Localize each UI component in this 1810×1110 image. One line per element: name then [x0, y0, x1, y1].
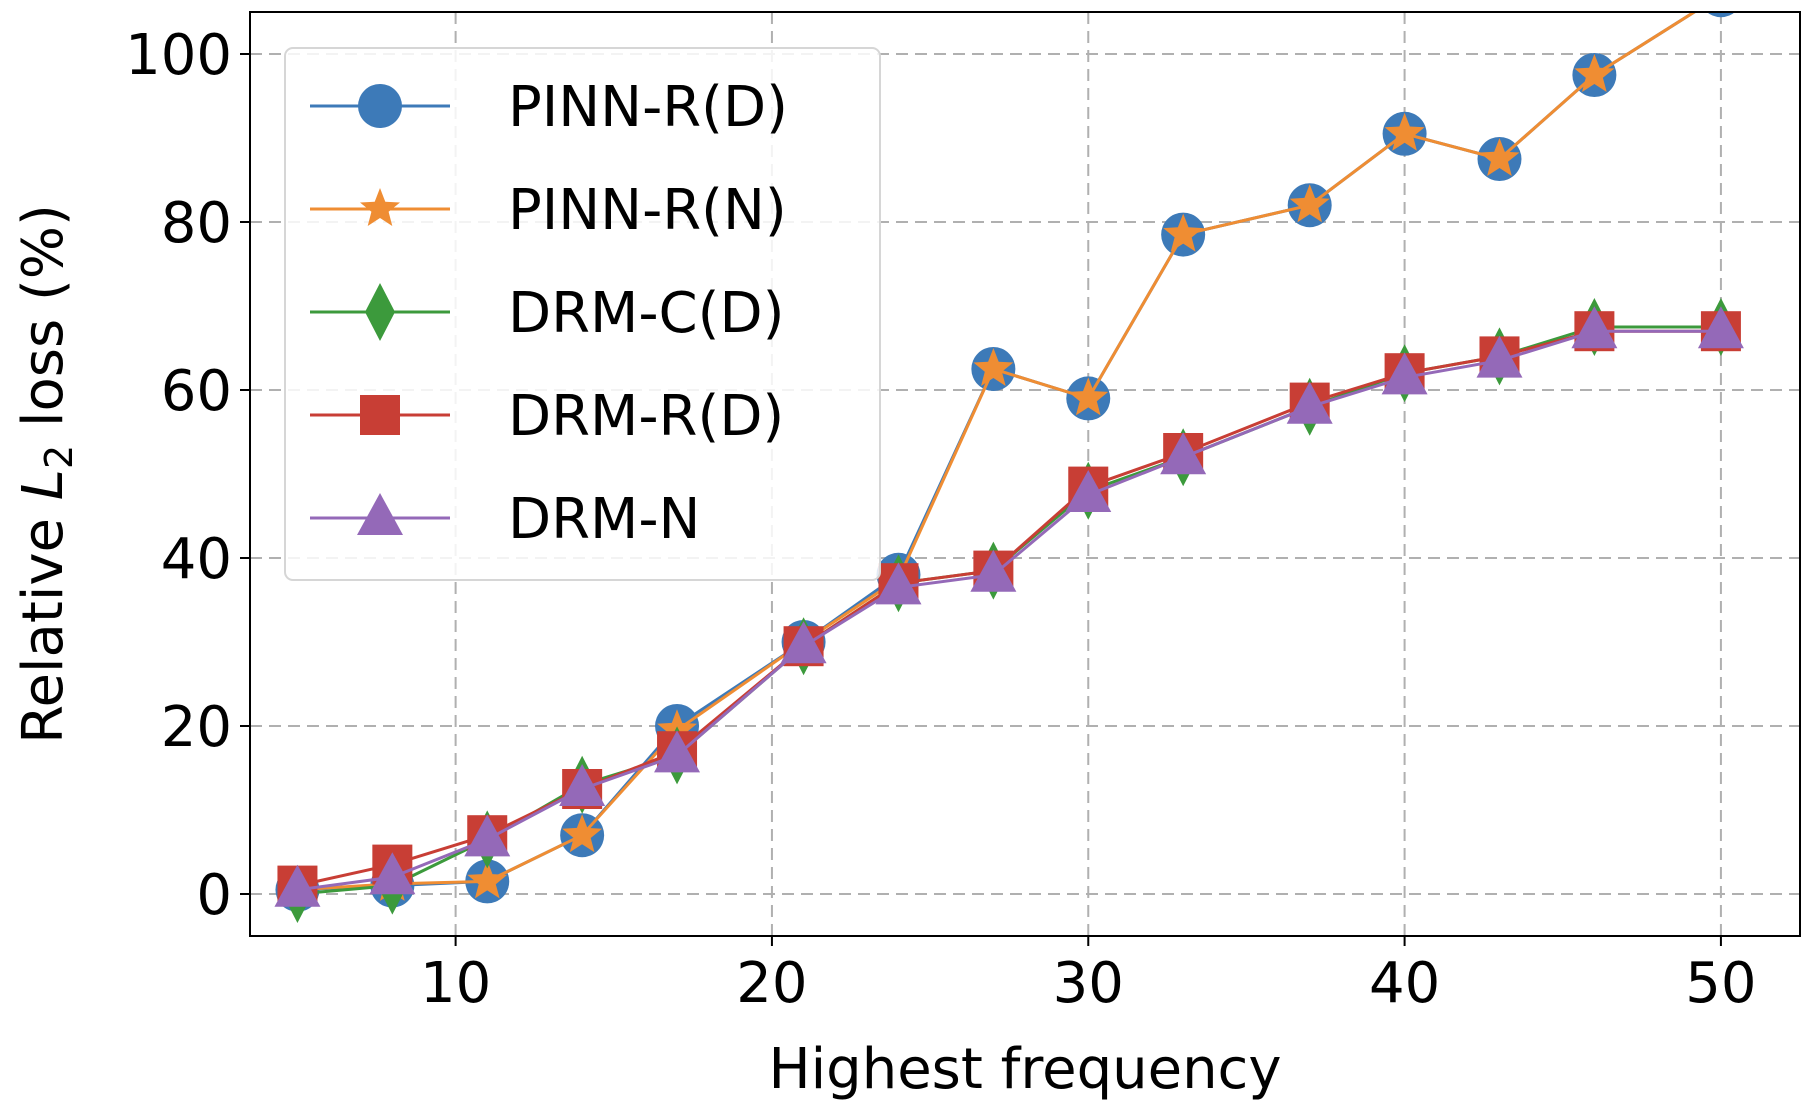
legend-entry: DRM-R(D) [310, 384, 784, 449]
data-point [274, 864, 321, 907]
legend-label: DRM-C(D) [508, 281, 784, 346]
data-point [970, 549, 1017, 592]
data-point [1381, 352, 1428, 395]
y-axis: 0 20 40 60 80 100 [125, 23, 250, 928]
y-tick-label: 100 [125, 23, 232, 88]
data-point [780, 621, 827, 664]
x-tick-label: 10 [420, 951, 491, 1016]
x-axis: 10 20 30 40 50 [420, 936, 1757, 1016]
data-point [1068, 377, 1109, 416]
data-point [464, 814, 511, 857]
plot-frame [249, 11, 1801, 937]
y-axis-label: Relative L2 loss (%) [11, 204, 81, 744]
y-tick-label: 80 [161, 191, 232, 256]
x-tick-label: 40 [1369, 951, 1440, 1016]
data-point [1476, 335, 1523, 378]
data-point [467, 860, 508, 899]
data-point [562, 814, 603, 853]
data-point [875, 562, 922, 605]
legend-label: PINN-R(D) [508, 75, 788, 140]
data-point [654, 730, 701, 773]
data-point [1160, 432, 1207, 475]
legend-label: PINN-R(N) [508, 178, 787, 243]
data-point [1289, 184, 1330, 223]
y-tick-label: 60 [161, 359, 232, 424]
data-point [1286, 381, 1333, 424]
data-point [1574, 54, 1615, 92]
x-tick-label: 30 [1053, 951, 1124, 1016]
y-tick-label: 20 [161, 695, 232, 760]
series-layer [274, 12, 1744, 923]
legend: PINN-R(D) PINN-R(N) DRM-C(D) DRM-R(D) DRM-N [284, 47, 881, 581]
x-tick-label: 50 [1685, 951, 1756, 1016]
legend-marker [365, 283, 395, 341]
data-point [1571, 306, 1618, 349]
data-point [973, 348, 1014, 386]
x-axis-label: Highest frequency [769, 1037, 1282, 1102]
legend-marker [360, 188, 400, 226]
data-point [1479, 138, 1520, 176]
data-point [559, 764, 606, 806]
data-point [1697, 306, 1744, 349]
data-point [1706, 12, 1736, 18]
legend-marker [357, 493, 403, 535]
y-tick-label: 0 [196, 863, 232, 928]
x-tick-label: 20 [736, 951, 807, 1016]
legend-entry: DRM-N [310, 487, 700, 552]
legend-entry: PINN-R(D) [310, 75, 788, 140]
legend-marker [360, 395, 400, 435]
data-point [369, 852, 416, 895]
data-point [1065, 470, 1112, 512]
legend-entry: DRM-C(D) [310, 281, 784, 346]
legend-entry: PINN-R(N) [310, 178, 787, 243]
legend-label: DRM-N [508, 487, 700, 552]
legend-label: DRM-R(D) [508, 384, 784, 449]
series-DRM-N [274, 306, 1744, 907]
legend-box [284, 47, 881, 581]
legend-marker [358, 84, 402, 128]
y-tick-label: 40 [161, 527, 232, 592]
data-point [1163, 213, 1204, 252]
data-point [1384, 112, 1425, 151]
